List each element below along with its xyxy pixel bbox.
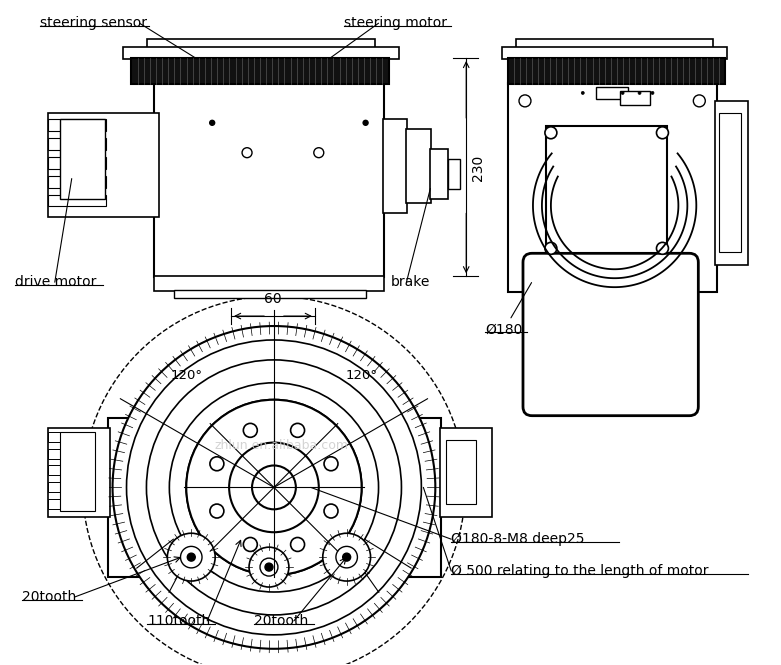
Circle shape bbox=[651, 91, 654, 94]
Circle shape bbox=[324, 457, 338, 471]
Circle shape bbox=[657, 242, 669, 254]
Bar bbox=[446, 440, 476, 504]
Text: Ø180-8-M8 deep25: Ø180-8-M8 deep25 bbox=[451, 532, 585, 546]
Text: Ø 500 relating to the length of motor: Ø 500 relating to the length of motor bbox=[451, 564, 709, 578]
Bar bbox=[448, 159, 460, 189]
Circle shape bbox=[324, 504, 338, 518]
Circle shape bbox=[244, 537, 257, 551]
Bar bbox=[48, 428, 109, 517]
Circle shape bbox=[210, 504, 224, 518]
Text: brake: brake bbox=[390, 275, 430, 289]
Bar bbox=[48, 499, 86, 509]
Circle shape bbox=[187, 553, 195, 561]
Bar bbox=[48, 465, 86, 475]
Bar bbox=[48, 176, 105, 188]
Circle shape bbox=[180, 547, 202, 568]
Circle shape bbox=[657, 127, 669, 139]
Bar bbox=[155, 83, 383, 277]
Circle shape bbox=[638, 91, 641, 94]
Circle shape bbox=[291, 537, 305, 551]
Bar bbox=[48, 449, 86, 458]
Circle shape bbox=[336, 547, 358, 568]
Circle shape bbox=[343, 553, 351, 561]
Circle shape bbox=[291, 424, 305, 438]
FancyBboxPatch shape bbox=[523, 253, 698, 416]
Bar bbox=[430, 149, 448, 199]
Circle shape bbox=[519, 95, 531, 107]
Bar bbox=[440, 428, 492, 517]
Bar bbox=[383, 119, 408, 213]
Bar bbox=[508, 58, 726, 84]
Bar bbox=[715, 101, 748, 265]
Text: Ø180: Ø180 bbox=[485, 283, 532, 337]
Bar bbox=[719, 113, 741, 252]
Bar bbox=[596, 87, 628, 99]
Text: 230: 230 bbox=[471, 154, 485, 181]
Circle shape bbox=[209, 120, 215, 125]
Bar bbox=[108, 418, 441, 577]
Circle shape bbox=[229, 443, 319, 532]
Text: 20tooth: 20tooth bbox=[254, 614, 308, 628]
Bar bbox=[516, 39, 713, 49]
Text: 110tooth: 110tooth bbox=[148, 614, 211, 628]
Bar bbox=[502, 47, 727, 59]
Text: 20tooth: 20tooth bbox=[22, 590, 77, 604]
Bar bbox=[48, 138, 105, 150]
Bar bbox=[508, 83, 717, 292]
Bar bbox=[546, 126, 668, 253]
Bar bbox=[48, 482, 86, 492]
Circle shape bbox=[242, 148, 252, 158]
Circle shape bbox=[112, 326, 435, 649]
Circle shape bbox=[252, 465, 296, 509]
Text: drive motor: drive motor bbox=[15, 275, 96, 289]
Bar bbox=[48, 113, 159, 217]
Bar bbox=[48, 432, 86, 442]
Bar bbox=[48, 119, 105, 131]
Text: steering sensor: steering sensor bbox=[40, 16, 147, 30]
Text: 120°: 120° bbox=[346, 369, 377, 382]
Bar bbox=[131, 58, 388, 84]
Bar bbox=[123, 47, 399, 59]
Bar bbox=[174, 290, 366, 298]
Bar bbox=[60, 432, 95, 511]
Circle shape bbox=[244, 424, 257, 438]
Text: steering motor: steering motor bbox=[344, 16, 447, 30]
Circle shape bbox=[545, 242, 557, 254]
Circle shape bbox=[581, 91, 584, 94]
Circle shape bbox=[187, 400, 362, 575]
Bar bbox=[60, 119, 105, 199]
Bar bbox=[148, 39, 375, 49]
Circle shape bbox=[260, 558, 278, 576]
Circle shape bbox=[167, 533, 216, 581]
Text: zhlun.en.alibaba.com: zhlun.en.alibaba.com bbox=[215, 439, 349, 452]
Bar bbox=[155, 276, 383, 291]
Circle shape bbox=[314, 148, 324, 158]
Bar bbox=[48, 195, 105, 207]
Circle shape bbox=[210, 457, 224, 471]
Bar bbox=[48, 157, 105, 169]
Text: 120°: 120° bbox=[170, 369, 202, 382]
Bar bbox=[406, 129, 431, 203]
Bar bbox=[619, 91, 650, 105]
Circle shape bbox=[323, 533, 370, 581]
Circle shape bbox=[621, 91, 624, 94]
Text: 60: 60 bbox=[264, 292, 282, 306]
Circle shape bbox=[694, 95, 705, 107]
Circle shape bbox=[545, 127, 557, 139]
Circle shape bbox=[265, 563, 273, 571]
Circle shape bbox=[363, 120, 368, 125]
Circle shape bbox=[249, 547, 289, 587]
